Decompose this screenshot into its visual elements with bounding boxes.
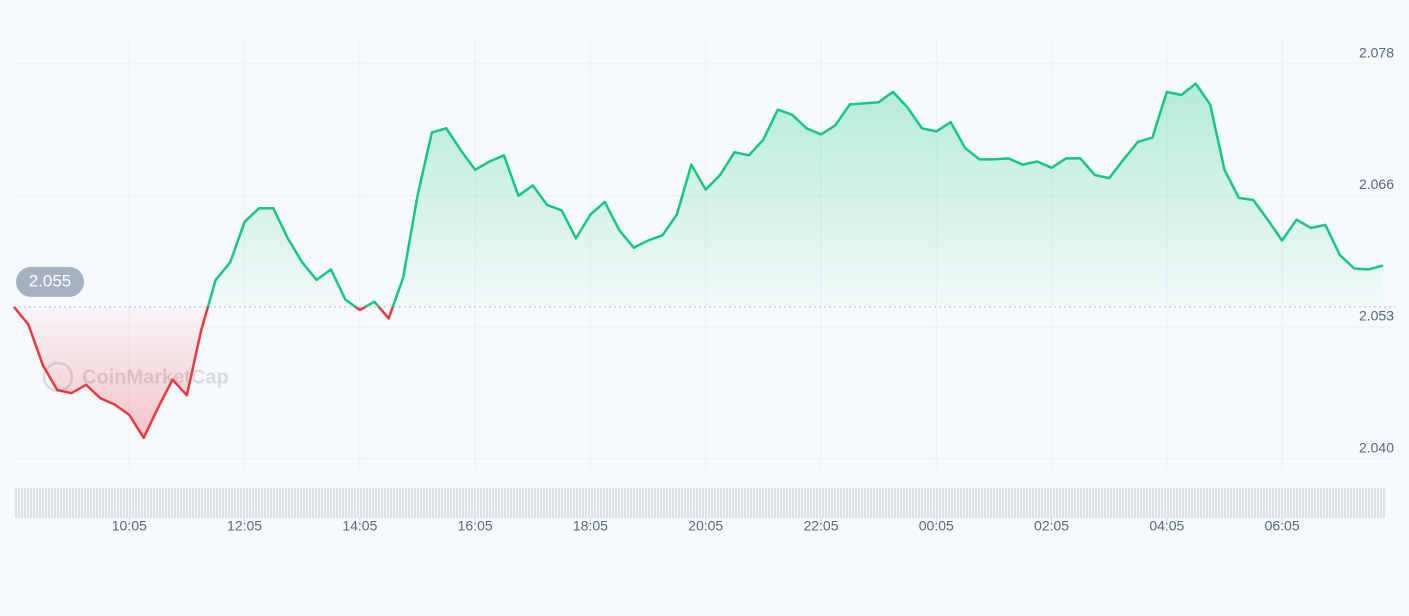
area (14, 83, 1383, 438)
y-tick-label: 2.066 (1359, 176, 1394, 192)
y-tick-label: 2.053 (1359, 308, 1394, 324)
x-tick-label: 14:05 (342, 518, 377, 534)
x-tick-label: 00:05 (919, 518, 954, 534)
x-tick-label: 10:05 (112, 518, 147, 534)
y-tick-label: 2.078 (1359, 45, 1394, 61)
plot: CoinMarketCap (13, 82, 1395, 440)
x-tick-label: 22:05 (803, 518, 838, 534)
x-tick-label: 02:05 (1034, 518, 1069, 534)
x-tick-label: 12:05 (227, 518, 262, 534)
volume-strip (14, 488, 1386, 518)
x-tick-label: 18:05 (573, 518, 608, 534)
labels: 2.040 2.053 2.066 2.078 10:05 12:05 14:05 16:05… (16, 45, 1394, 534)
baseline-badge (16, 266, 84, 297)
x-tick-label: 16:05 (458, 518, 493, 534)
x-tick-label: 04:05 (1149, 518, 1184, 534)
y-tick-label: 2.040 (1359, 439, 1394, 455)
x-tick-label: 20:05 (688, 518, 723, 534)
baseline-label: 2.055 (29, 271, 72, 290)
price-line (13, 82, 1384, 440)
x-tick-label: 06:05 (1265, 518, 1300, 534)
